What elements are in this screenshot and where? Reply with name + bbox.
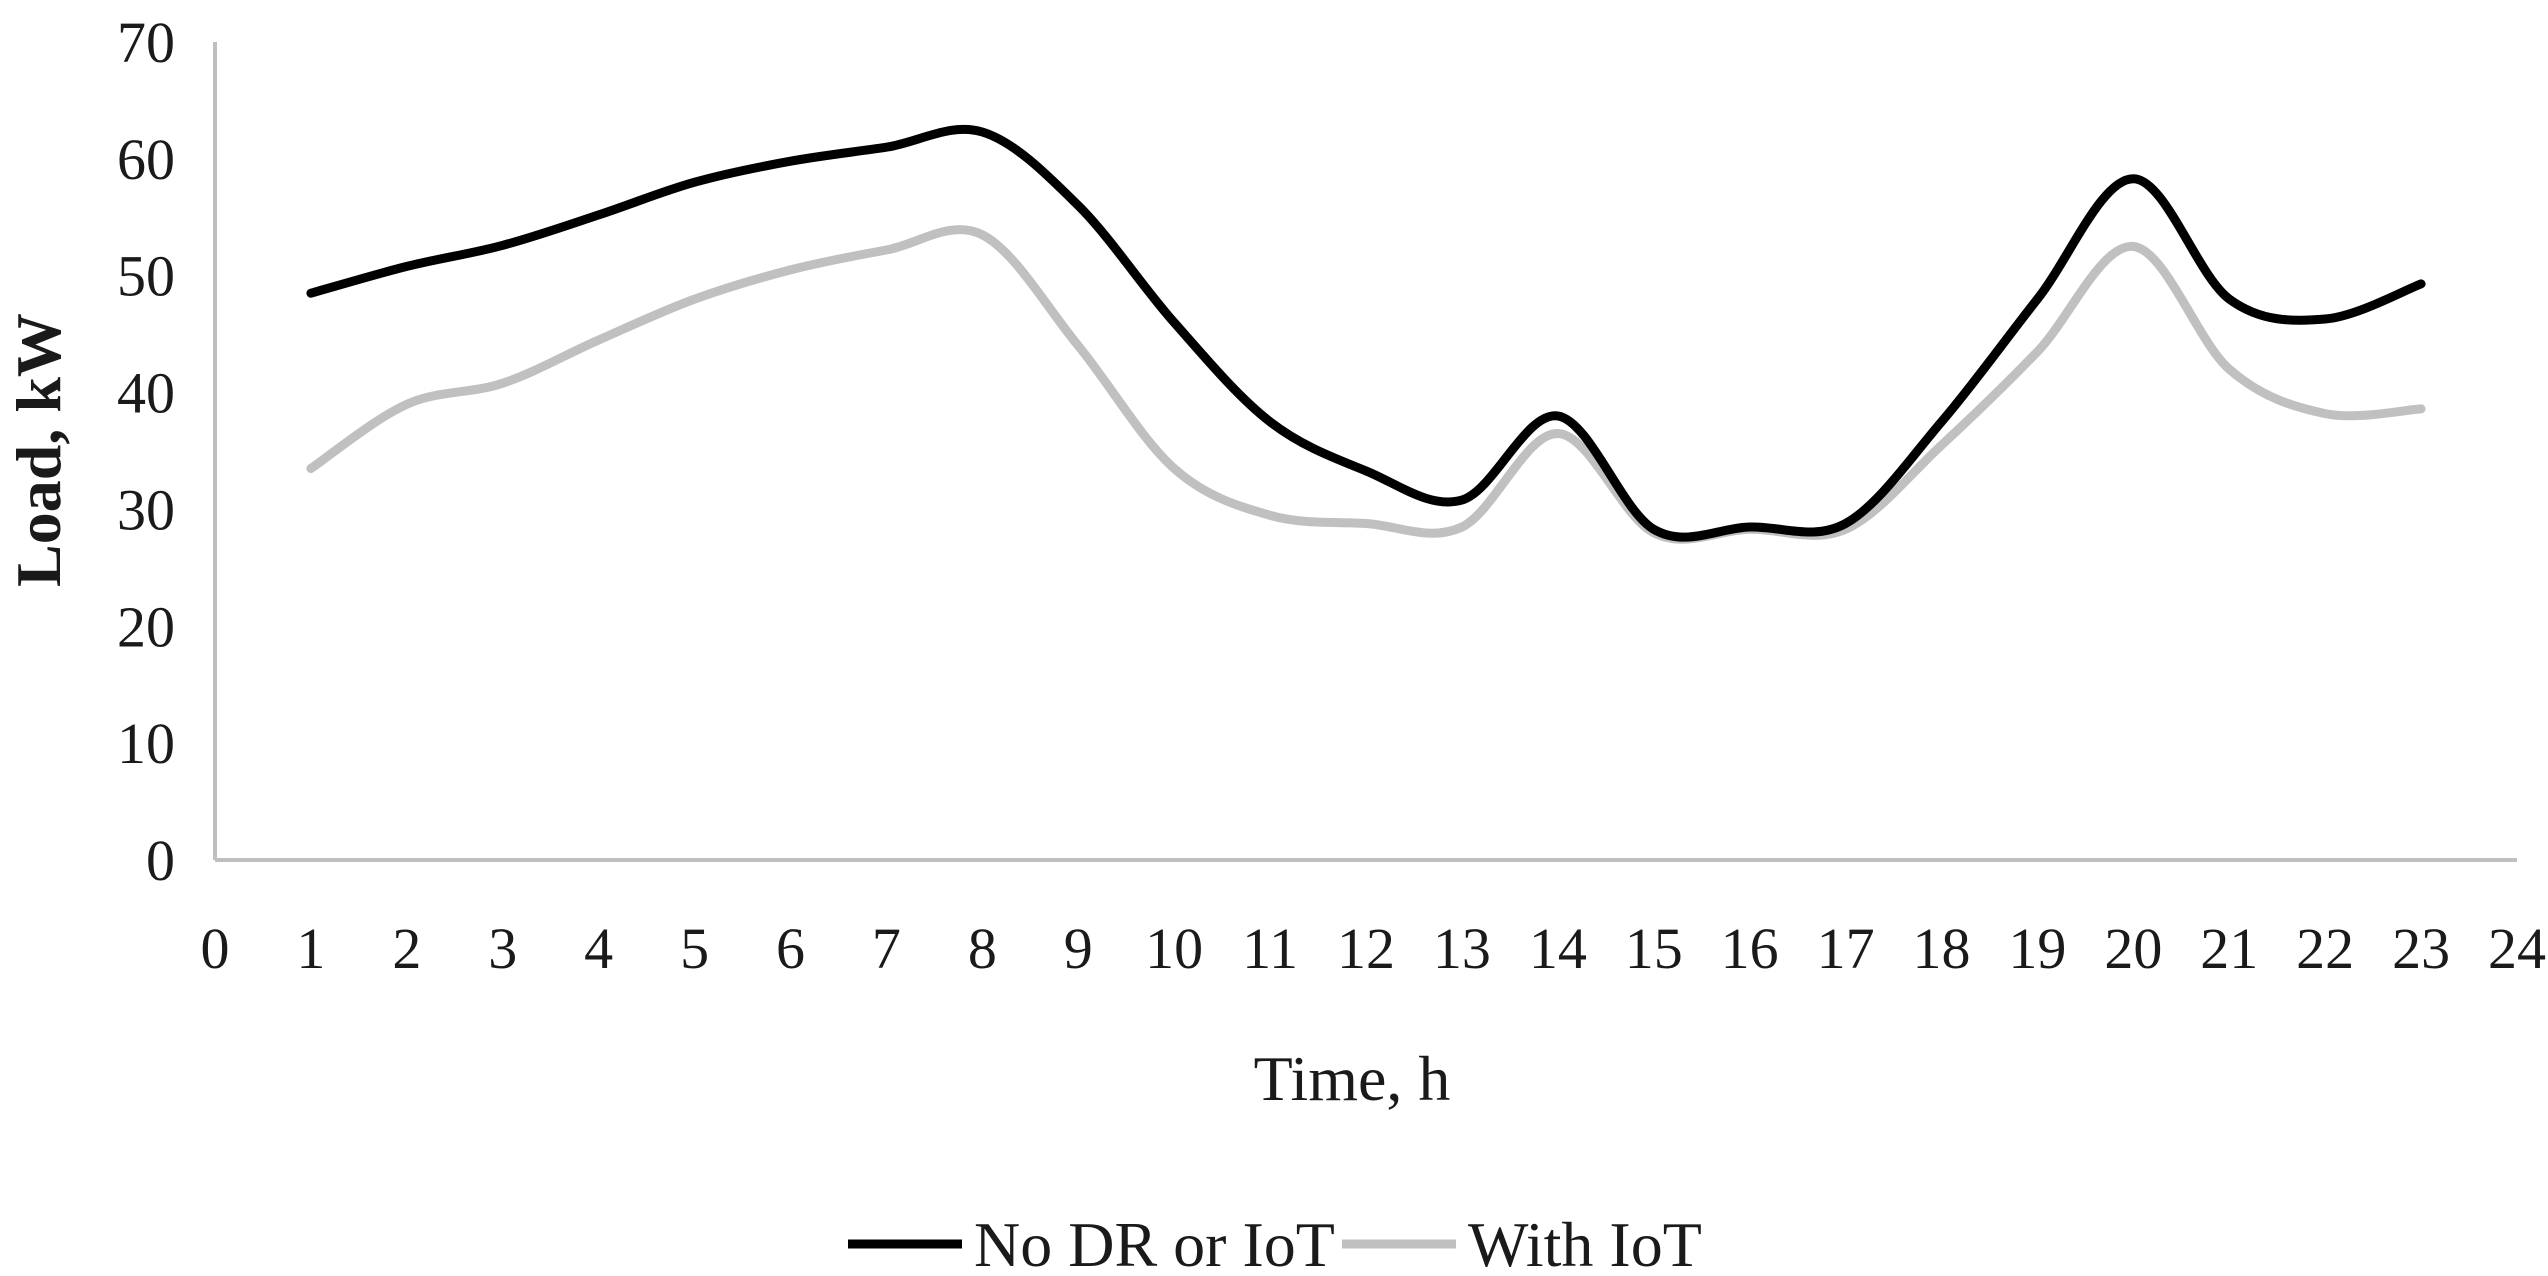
x-tick-label: 6 <box>776 916 805 981</box>
x-tick-label: 21 <box>2200 916 2258 981</box>
x-tick-label: 11 <box>1242 916 1298 981</box>
x-tick-label: 9 <box>1064 916 1093 981</box>
y-tick-label: 50 <box>117 244 175 309</box>
x-tick-label: 4 <box>584 916 613 981</box>
x-tick-label: 7 <box>872 916 901 981</box>
x-tick-label: 0 <box>201 916 230 981</box>
x-tick-label: 1 <box>296 916 325 981</box>
x-tick-label: 12 <box>1337 916 1395 981</box>
x-axis-title: Time, h <box>1254 1043 1451 1114</box>
x-tick-label: 24 <box>2488 916 2546 981</box>
x-tick-label: 18 <box>1913 916 1971 981</box>
x-tick-label: 22 <box>2296 916 2354 981</box>
y-tick-label: 0 <box>146 828 175 893</box>
legend-label-no-dr: No DR or IoT <box>974 1209 1335 1276</box>
y-tick-labels: 0 10 20 30 40 50 60 70 <box>117 10 175 893</box>
y-tick-label: 30 <box>117 477 175 542</box>
series-layer <box>306 124 2426 544</box>
series-line-with-iot <box>306 225 2426 544</box>
series-line-no-dr-or-iot <box>306 124 2426 542</box>
legend-label-with-iot: With IoT <box>1468 1209 1702 1276</box>
x-tick-labels: 0 1 2 3 4 5 6 7 8 9 10 11 12 13 14 15 16 17 18 19 20 21 22 23 24 <box>201 916 2547 981</box>
x-tick-label: 8 <box>968 916 997 981</box>
y-tick-label: 60 <box>117 127 175 192</box>
x-tick-label: 13 <box>1433 916 1491 981</box>
x-tick-label: 23 <box>2392 916 2450 981</box>
y-tick-label: 20 <box>117 594 175 659</box>
x-tick-label: 17 <box>1817 916 1875 981</box>
legend: No DR or IoT With IoT <box>848 1209 1702 1276</box>
y-axis-title: Load, kW <box>3 313 74 587</box>
x-tick-label: 5 <box>680 916 709 981</box>
x-tick-label: 16 <box>1721 916 1779 981</box>
x-tick-label: 20 <box>2104 916 2162 981</box>
x-tick-label: 2 <box>392 916 421 981</box>
x-tick-label: 3 <box>488 916 517 981</box>
y-tick-label: 40 <box>117 361 175 426</box>
y-tick-label: 70 <box>117 10 175 75</box>
x-tick-label: 19 <box>2008 916 2066 981</box>
y-tick-label: 10 <box>117 711 175 776</box>
x-tick-label: 14 <box>1529 916 1587 981</box>
x-tick-label: 15 <box>1625 916 1683 981</box>
x-tick-label: 10 <box>1145 916 1203 981</box>
